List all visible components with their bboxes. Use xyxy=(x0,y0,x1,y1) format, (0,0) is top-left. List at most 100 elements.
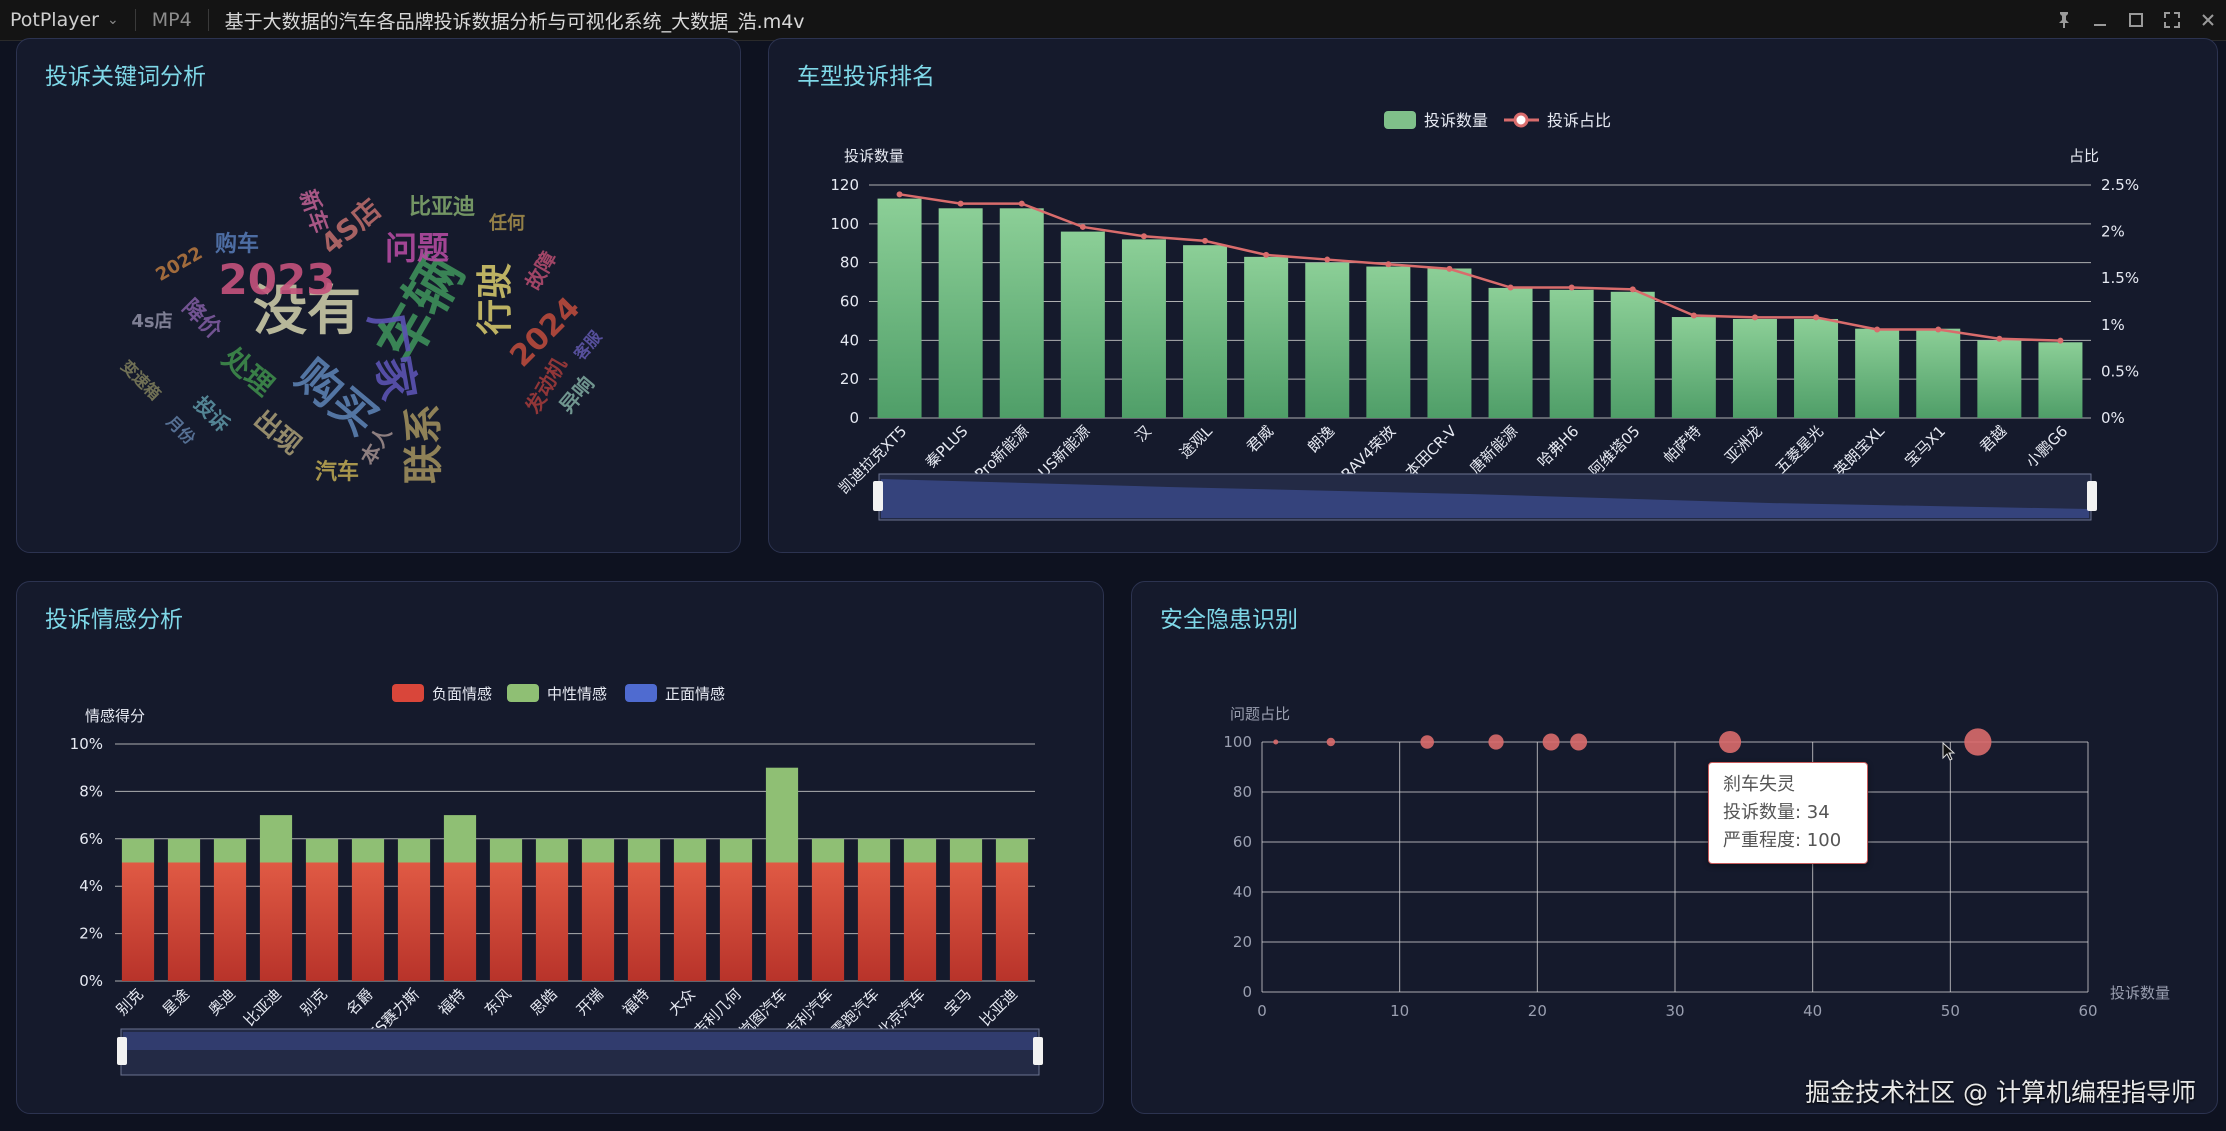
bar-count xyxy=(1732,318,1777,418)
line-ratio xyxy=(899,193,2061,342)
x-tick-label: 福特 xyxy=(619,985,653,1019)
scatter-point xyxy=(1542,733,1560,751)
bar-negative xyxy=(351,862,385,981)
x-tick-label: 五菱星光 xyxy=(1772,422,1827,477)
sentiment-panel: 投诉情感分析 负面情感 中性情感 正面情感 情感得分 0% 2% 4% 6% 8% 10% 别克 星途… xyxy=(16,581,1104,1114)
y-tick-label: 120 xyxy=(830,176,859,194)
y-tick-label: 20 xyxy=(1233,933,1252,951)
y2-tick-label: 0% xyxy=(2101,409,2125,427)
y-tick-label: 100 xyxy=(830,215,859,233)
x-tick-label: 本田CR-V xyxy=(1402,422,1461,481)
y-tick-label: 0 xyxy=(849,409,859,427)
word-cloud-term: 新车 xyxy=(294,186,333,236)
bar-count xyxy=(1794,318,1839,418)
x-tick-label: 秦PLUS xyxy=(922,422,972,472)
line-ratio-point xyxy=(1507,284,1514,291)
line-ratio-point xyxy=(1690,312,1697,319)
word-cloud-term: 4s店 xyxy=(131,310,172,332)
bar-neutral xyxy=(765,767,799,863)
pin-icon[interactable] xyxy=(2046,0,2082,40)
line-ratio-point xyxy=(957,200,964,207)
app-name: PotPlayer xyxy=(10,9,99,31)
x-tick-label: 英朗宝XL xyxy=(1830,422,1888,480)
word-cloud-term: 汽车 xyxy=(315,459,359,485)
word-cloud-term: 2023 xyxy=(219,255,336,304)
zoom-handle-right[interactable] xyxy=(1033,1037,1043,1065)
bar-negative xyxy=(719,862,753,981)
bar-neutral xyxy=(719,838,753,863)
bar-count xyxy=(1916,328,1961,418)
panel-title: 投诉关键词分析 xyxy=(45,64,206,90)
legend-label: 负面情感 xyxy=(432,685,492,703)
x-tick-label: 40 xyxy=(1803,1002,1822,1020)
app-menu-button[interactable]: PotPlayer ⌄ xyxy=(0,0,119,40)
y2-tick-label: 1.5% xyxy=(2101,269,2139,287)
bar-neutral xyxy=(121,838,155,863)
divider xyxy=(134,9,136,31)
x-axis-label: 投诉数量 xyxy=(2110,984,2170,1002)
file-format: MP4 xyxy=(151,9,192,31)
bar-negative xyxy=(765,862,799,981)
tooltip-title: 刹车失灵 xyxy=(1723,774,1795,795)
word-cloud-term: 处理 xyxy=(215,340,280,402)
line-ratio-point xyxy=(1874,326,1881,333)
bar-negative xyxy=(627,862,661,981)
legend-label-count: 投诉数量 xyxy=(1424,111,1488,130)
y-tick-label: 80 xyxy=(840,254,859,272)
line-ratio-point xyxy=(1324,256,1331,263)
title-bar: PotPlayer ⌄ MP4 基于大数据的汽车各品牌投诉数据分析与可视化系统_… xyxy=(0,0,2226,41)
mouse-cursor-icon xyxy=(1942,742,1956,761)
line-ratio-point xyxy=(1751,314,1758,321)
bar-negative xyxy=(121,862,155,981)
word-cloud-term: 客服 xyxy=(570,326,606,363)
maximize-icon[interactable] xyxy=(2118,0,2154,40)
minimize-icon[interactable] xyxy=(2082,0,2118,40)
y-tick-label: 2% xyxy=(79,925,103,943)
y-tick-label: 100 xyxy=(1223,733,1252,751)
line-ratio-point xyxy=(2057,337,2064,344)
line-ratio-point xyxy=(1446,265,1453,272)
bar-count xyxy=(1121,239,1166,418)
y-axis-label: 情感得分 xyxy=(85,707,145,725)
x-tick-label: 阿维塔05 xyxy=(1586,422,1644,480)
x-tick-label: 君越 xyxy=(1976,422,2010,456)
zoom-handle-left[interactable] xyxy=(117,1037,127,1065)
x-tick-label: 思皓 xyxy=(527,985,561,1019)
bar-count xyxy=(1060,231,1105,418)
chart-tooltip: 刹车失灵 投诉数量: 34 严重程度: 100 xyxy=(1708,762,1868,864)
word-cloud-term: 变速箱 xyxy=(117,356,164,403)
scatter-point xyxy=(1488,734,1504,750)
bar-neutral xyxy=(351,838,385,863)
zoom-handle-left[interactable] xyxy=(873,481,883,511)
line-ratio-point xyxy=(1935,326,1942,333)
data-zoom-preview xyxy=(123,1032,1037,1050)
y2-tick-label: 1% xyxy=(2101,316,2125,334)
zoom-handle-right[interactable] xyxy=(2087,481,2097,511)
y-tick-label: 20 xyxy=(840,370,859,388)
bar-negative xyxy=(443,862,477,981)
close-icon[interactable] xyxy=(2190,0,2226,40)
line-ratio-point xyxy=(1385,261,1392,268)
bar-count xyxy=(1855,328,1900,418)
word-cloud: 没有 车辆2023购买厂家联系问题行驶20244S店处理出现比亚迪购车汽车新车降价… xyxy=(117,186,606,485)
legend-label: 正面情感 xyxy=(665,685,725,703)
fullscreen-icon[interactable] xyxy=(2154,0,2190,40)
bar-count xyxy=(938,208,983,418)
bar-negative xyxy=(213,862,247,981)
x-tick-label: 开瑞 xyxy=(573,985,607,1019)
y2-tick-label: 2% xyxy=(2101,223,2125,241)
x-tick-label: 唐新能源 xyxy=(1466,422,1521,477)
word-cloud-term: 问题 xyxy=(385,229,449,267)
line-ratio-point xyxy=(1813,314,1820,321)
line-ratio-point xyxy=(1629,286,1636,293)
watermark: 掘金技术社区 @ 计算机编程指导师 xyxy=(1805,1078,2196,1107)
x-tick-label: 宝马 xyxy=(941,985,975,1019)
word-cloud-term: 投诉 xyxy=(189,391,234,436)
bar-negative xyxy=(489,862,523,981)
bar-neutral xyxy=(397,838,431,863)
data-zoom-preview xyxy=(881,479,2089,518)
x-tick-label: 帕萨特 xyxy=(1660,422,1705,467)
x-tick-label: 福特 xyxy=(435,985,469,1019)
bar-neutral xyxy=(305,838,339,863)
